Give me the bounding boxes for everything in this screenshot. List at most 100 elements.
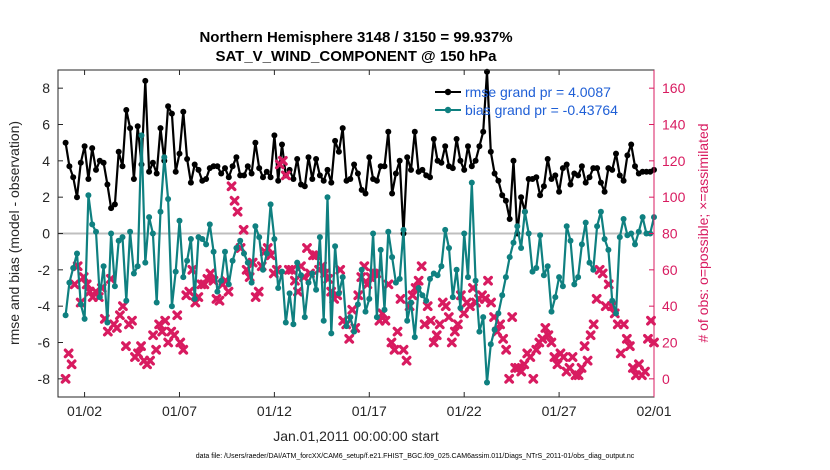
bias-point: [267, 201, 274, 208]
bias-point: [153, 299, 160, 306]
obs-assimilated-point: [422, 301, 433, 312]
bias-point: [628, 230, 635, 237]
rmse-point: [609, 166, 616, 173]
bias-point: [480, 314, 487, 321]
bias-point: [210, 248, 217, 255]
rmse-point: [104, 181, 111, 188]
rmse-point: [427, 174, 433, 181]
bias-point: [419, 292, 426, 299]
y-tick-right-label: 100: [662, 189, 686, 205]
bias-point: [313, 286, 320, 293]
bias-point: [165, 196, 172, 202]
bias-point: [446, 245, 452, 251]
bias-point: [328, 330, 335, 337]
bias-point: [491, 326, 498, 333]
rmse-point: [632, 163, 638, 170]
obs-assimilated-point: [160, 315, 171, 326]
obs-assimilated-point: [640, 366, 650, 377]
obs-assimilated-point: [531, 344, 542, 355]
obs-assimilated-point: [395, 294, 406, 304]
bias-point: [358, 266, 365, 273]
obs-assimilated-point: [380, 315, 391, 326]
obs-assimilated-point: [151, 344, 162, 355]
bias-point: [309, 270, 316, 277]
bias-point: [180, 274, 187, 281]
bias-point: [335, 290, 342, 297]
bias-point: [191, 295, 198, 302]
obs-assimilated-point: [588, 319, 599, 330]
rmse-point: [366, 154, 373, 161]
rmse-point: [316, 172, 323, 179]
bias-point: [305, 279, 312, 286]
obs-assimilated-point: [277, 155, 288, 166]
obs-assimilated-point: [440, 301, 451, 312]
y-tick-left-label: -4: [38, 298, 51, 314]
y-tick-right-label: 20: [662, 335, 678, 351]
obs-assimilated-point: [60, 373, 71, 384]
bias-point: [605, 246, 612, 253]
rmse-point: [540, 183, 547, 190]
obs-assimilated-point: [428, 337, 439, 348]
rmse-point: [123, 107, 130, 113]
rmse-point: [499, 192, 506, 199]
obs-assimilated-point: [549, 352, 560, 362]
bias-point: [594, 223, 601, 230]
bias-point: [263, 250, 270, 257]
obs-assimilated-point: [573, 370, 584, 381]
bias-point: [537, 232, 544, 239]
bias-point: [237, 237, 244, 244]
bias-point: [423, 297, 430, 304]
obs-assimilated-point: [178, 344, 189, 355]
rmse-point: [301, 183, 308, 190]
rmse-point: [275, 177, 282, 184]
rmse-point: [578, 163, 585, 170]
y-tick-right-label: 40: [662, 298, 678, 314]
rmse-point: [392, 170, 399, 177]
bias-point: [138, 132, 145, 139]
obs-assimilated-point: [205, 268, 216, 279]
rmse-point: [320, 177, 327, 184]
bias-point: [381, 306, 388, 313]
bias-point: [571, 281, 578, 288]
y-tick-left-label: 2: [42, 189, 50, 205]
rmse-point: [476, 143, 483, 150]
rmse-point: [248, 170, 255, 177]
bias-point: [465, 274, 471, 281]
obs-assimilated-point: [621, 333, 632, 344]
rmse-point: [362, 190, 369, 197]
bias-point: [316, 234, 323, 241]
bias-point: [366, 295, 373, 302]
obs-assimilated-point: [226, 181, 237, 192]
rmse-point: [290, 176, 297, 182]
rmse-point: [502, 197, 509, 204]
obs-assimilated-point: [501, 344, 512, 355]
bias-point: [597, 208, 604, 215]
bias-point: [81, 315, 88, 322]
bias-point: [123, 297, 130, 304]
bias-point: [601, 236, 608, 242]
rmse-point: [252, 139, 259, 146]
obs-assimilated-point: [634, 359, 644, 370]
bias-point: [442, 226, 449, 233]
rmse-point: [544, 156, 551, 162]
rmse-point: [214, 163, 221, 170]
obs-assimilated-point: [486, 297, 496, 308]
bias-point: [320, 317, 327, 324]
rmse-point: [518, 194, 525, 201]
bias-point: [502, 274, 509, 281]
obs-assimilated-point: [102, 326, 113, 337]
rmse-point: [294, 156, 301, 162]
chart-title: Northern Hemisphere 3148 / 3150 = 99.937…: [199, 29, 512, 46]
bias-point: [279, 268, 285, 275]
rmse-point: [157, 125, 164, 132]
obs-assimilated-point: [115, 310, 125, 321]
bias-point: [244, 259, 251, 266]
rmse-point: [225, 174, 232, 181]
obs-assimilated-point: [136, 341, 146, 352]
x-axis: 01/02 01/07 01/12 01/17 01/22 01/27 02/01: [67, 70, 672, 419]
bias-point: [529, 268, 536, 275]
bias-point: [301, 314, 308, 321]
obs-assimilated-point: [483, 275, 493, 286]
rmse-point: [465, 143, 471, 150]
